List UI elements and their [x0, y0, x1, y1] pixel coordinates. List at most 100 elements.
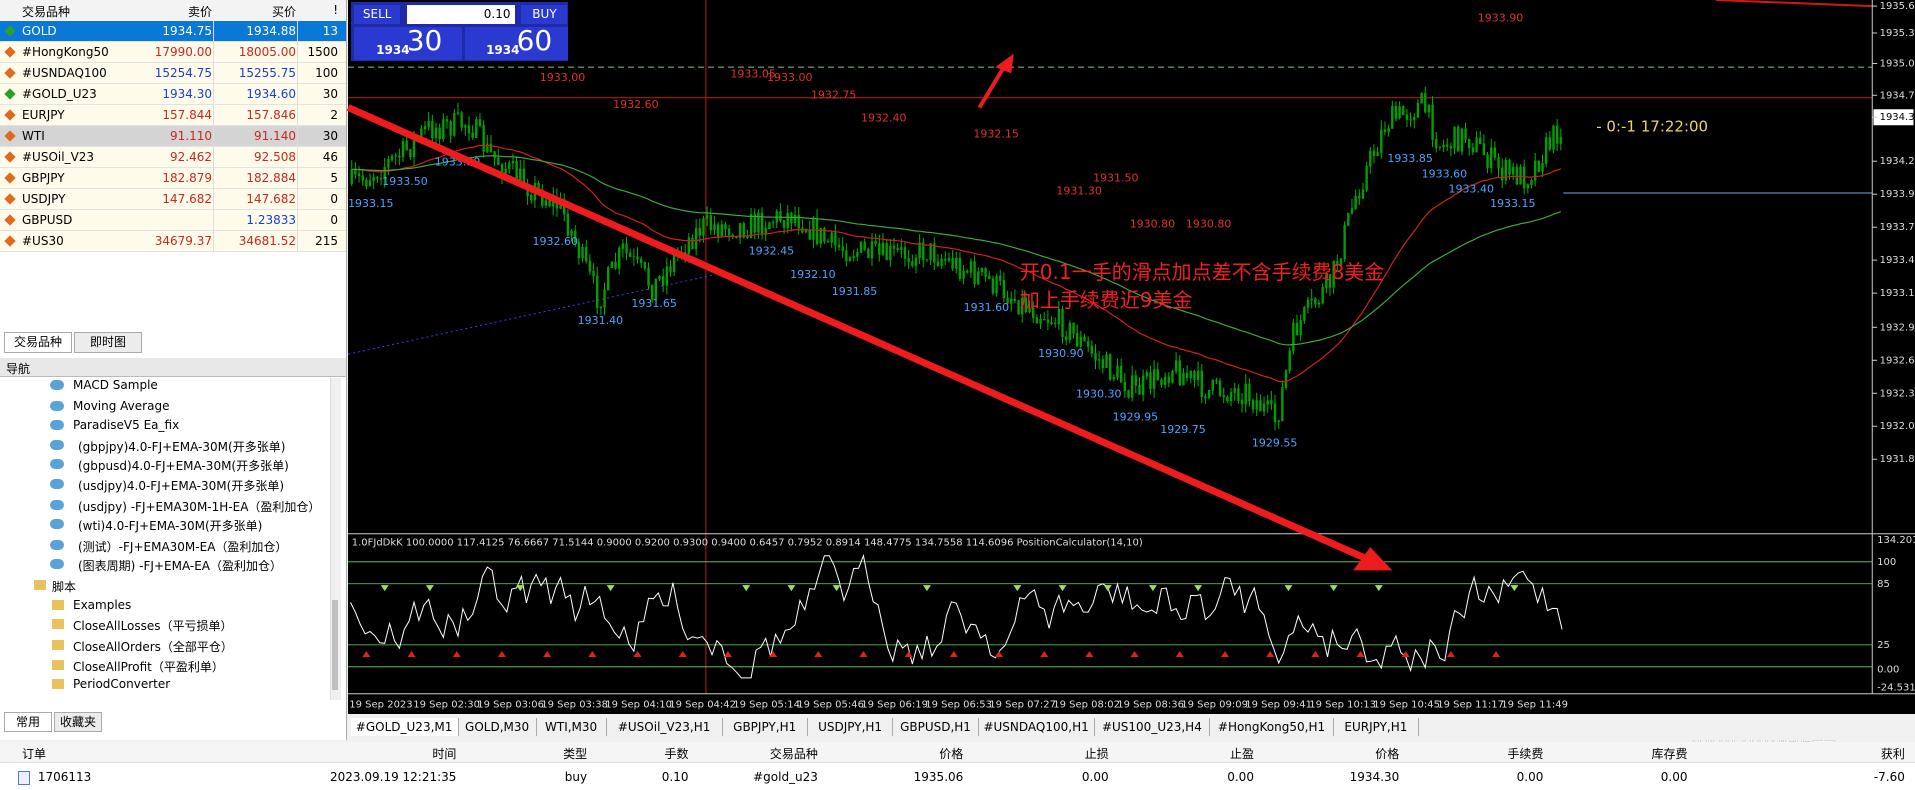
- sell-signal: [1058, 585, 1067, 592]
- market-row[interactable]: [0, 21, 346, 42]
- sell-signal: [1103, 585, 1112, 592]
- order-cell: 0.00: [1660, 770, 1688, 784]
- script[interactable]: PeriodConverter: [73, 677, 171, 692]
- expert-advisor[interactable]: (usdjpy)4.0-FJ+EMA-30M(开多张单): [78, 478, 284, 493]
- order-cell[interactable]: 1706113: [37, 770, 92, 784]
- symbol: GBPJPY: [22, 171, 65, 185]
- indicator-axis-label: 100: [1877, 557, 1896, 568]
- panel-tab[interactable]: 收藏夹: [54, 712, 102, 732]
- market-row[interactable]: [0, 210, 346, 231]
- buy-signal: [1311, 650, 1320, 657]
- ea-icon: [50, 478, 64, 489]
- swing-low-label: 1933.40: [1448, 182, 1494, 195]
- chart-tab[interactable]: #GOLD_U23,M1: [350, 718, 459, 736]
- price: 15254.75: [154, 66, 212, 80]
- spread: 30: [322, 129, 338, 143]
- orders-header-row: [0, 742, 1915, 763]
- sell-price-box[interactable]: [354, 26, 462, 60]
- panel-tab[interactable]: 即时图: [74, 332, 142, 353]
- expert-advisor[interactable]: (gbpjpy)4.0-FJ+EMA-30M(开多张单): [78, 439, 286, 454]
- time-axis-label: 19 Sep 09:41: [1245, 700, 1312, 711]
- price: 34679.37: [154, 234, 212, 248]
- swing-high-label: 1932.15: [973, 127, 1019, 140]
- price-axis-label: 1932.09: [1880, 421, 1915, 432]
- time-axis-label: 19 Sep 03:38: [541, 700, 608, 711]
- swing-low-label: 1932.10: [790, 268, 836, 281]
- sell-signal: [425, 585, 434, 592]
- chart-tab[interactable]: USDJPY,H1: [807, 718, 894, 736]
- script[interactable]: CloseAllProfit（平盈利单）: [73, 659, 224, 674]
- time-axis-label: 19 Sep 06:53: [925, 700, 992, 711]
- panel-tab[interactable]: 交易品种: [4, 332, 72, 353]
- price: 1.23833: [246, 213, 296, 227]
- expert-advisor[interactable]: (usdjpy) -FJ+EMA30M-1H-EA（盈利加仓）: [78, 499, 321, 514]
- symbol: GBPUSD: [22, 213, 73, 227]
- spread: 46: [322, 150, 338, 164]
- buy-signal: [769, 650, 778, 657]
- market-row[interactable]: [0, 147, 346, 168]
- buy-signal: [497, 650, 506, 657]
- column-header: 止盈: [1229, 747, 1254, 761]
- chart-tab[interactable]: #US100_U23,H4: [1094, 718, 1211, 736]
- market-row[interactable]: [0, 42, 346, 63]
- market-row[interactable]: [0, 105, 346, 126]
- chart-tab[interactable]: GBPJPY,H1: [722, 718, 808, 736]
- swing-high-label: 1931.30: [1056, 185, 1102, 198]
- market-row[interactable]: [0, 126, 346, 147]
- price: 91.140: [254, 129, 296, 143]
- price-small: 1934: [376, 42, 410, 57]
- price: 182.879: [162, 171, 212, 185]
- swing-low-label: 1933.15: [1490, 197, 1536, 210]
- symbol: EURJPY: [22, 108, 65, 122]
- buy-signal: [362, 650, 371, 657]
- script[interactable]: Examples: [73, 597, 132, 612]
- navigator-title: 导航: [6, 362, 31, 376]
- market-row[interactable]: [0, 63, 346, 84]
- swing-low-label: 1933.15: [348, 197, 394, 210]
- expert-advisor[interactable]: (测试）-FJ+EMA30M-EA（盈利加仓）: [78, 539, 288, 554]
- buy-button[interactable]: BUY: [521, 4, 568, 24]
- buy-signal: [543, 650, 552, 657]
- chart-tab[interactable]: EURJPY,H1: [1333, 718, 1420, 736]
- sell-button[interactable]: SELL: [354, 4, 401, 24]
- buy-price-box[interactable]: [465, 26, 568, 60]
- expert-advisor[interactable]: ParadiseV5 Ea_fix: [73, 418, 180, 433]
- market-row[interactable]: [0, 231, 346, 252]
- chart-tab[interactable]: GBPUSD,H1: [893, 718, 979, 736]
- swing-high-label: 1933.00: [540, 71, 586, 84]
- ea-icon: [50, 379, 64, 390]
- expert-advisor[interactable]: (gbpusd)4.0-FJ+EMA-30M(开多张单): [78, 459, 289, 474]
- indicator-axis-label: 134.2016: [1877, 535, 1915, 546]
- chart-tab[interactable]: #USNDAQ100,H1: [978, 718, 1095, 736]
- spread: 100: [315, 66, 338, 80]
- column-divider: [297, 21, 298, 252]
- market-row[interactable]: [0, 189, 346, 210]
- price: 91.110: [170, 129, 212, 143]
- expert-advisor[interactable]: Moving Average: [73, 398, 170, 413]
- order-cell: 0.00: [1227, 770, 1254, 784]
- symbol: #HongKong50: [22, 45, 109, 59]
- expert-advisor[interactable]: (wti)4.0-FJ+EMA-30M(开多张单): [78, 519, 263, 534]
- swing-high-label: 1932.40: [861, 111, 907, 124]
- chart-tab[interactable]: #HongKong50,H1: [1210, 718, 1334, 736]
- scripts-folder[interactable]: 脚本: [52, 580, 77, 595]
- chart-tab[interactable]: GOLD,M30: [458, 718, 537, 736]
- price: 34681.52: [238, 234, 296, 248]
- market-row[interactable]: [0, 168, 346, 189]
- market-row[interactable]: [0, 84, 346, 105]
- scrollbar-thumb: [332, 600, 338, 690]
- expert-advisor[interactable]: MACD Sample: [73, 377, 158, 392]
- expert-advisor[interactable]: (图表周期) -FJ+EMA-EA（盈利加仓）: [78, 559, 283, 574]
- buy-signal: [1401, 650, 1410, 657]
- script[interactable]: CloseAllOrders（全部平仓）: [73, 640, 233, 655]
- chart-tab[interactable]: #USOil_V23,H1: [606, 718, 723, 736]
- ea-icon: [50, 420, 64, 431]
- chart-tab[interactable]: WTI,M30: [536, 718, 607, 736]
- price: 92.462: [170, 150, 212, 164]
- panel-tab[interactable]: 常用: [4, 712, 52, 732]
- lot-input[interactable]: 0.10: [483, 6, 511, 21]
- buy-signal: [859, 650, 868, 657]
- price: 147.682: [162, 192, 212, 206]
- swing-low-label: 1933.85: [1387, 152, 1433, 165]
- script[interactable]: CloseAllLosses（平亏损单）: [73, 619, 233, 634]
